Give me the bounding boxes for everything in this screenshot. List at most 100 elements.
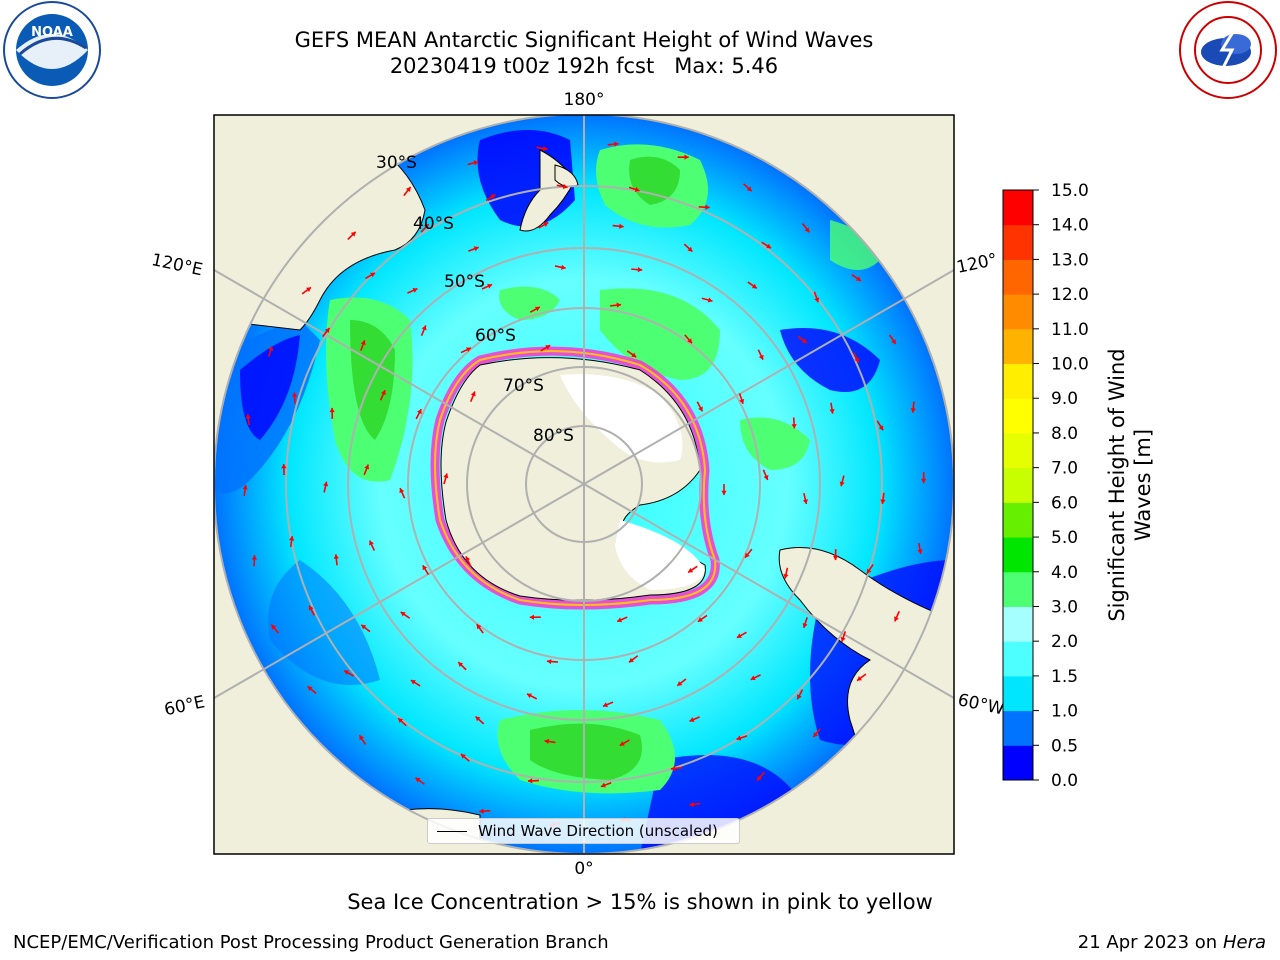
wave-arrow-head [617,617,623,623]
noaa-logo-text: NOAA [31,25,73,40]
wave-arrow-head [614,141,619,147]
wave-arrow-head [412,287,418,293]
wave-arrow-head [529,614,535,620]
wave-arrow-head [684,154,689,160]
wave-arrow-head [671,765,676,772]
wave-arrow-head [855,276,861,281]
wave-arrow-head [832,555,839,561]
colorbar-tick-label: 5.0 [1051,528,1078,548]
wave-arrow-head [854,357,860,363]
wave-arrow-head [399,488,405,494]
sea-ice-caption: Sea Ice Concentration > 15% is shown in … [347,890,933,914]
wave-arrow-head [891,339,896,345]
wave-arrow-head [545,345,551,350]
wave-arrow-head [242,484,248,490]
wave-arrow-head [750,675,756,681]
wave-arrow-head [473,160,479,166]
colorbar-segment [1003,710,1033,746]
wave-arrow-head [910,408,916,413]
wave-arrow-head [878,425,884,431]
wave-arrow-head [364,464,370,470]
wave-arrow-head [344,670,350,675]
colorbar-label: Significant Height of Wind Waves [m] [1105,348,1155,622]
colorbar-segment [1003,641,1033,677]
wave-arrow-head [634,186,640,192]
wave-arrow-head [329,407,335,413]
wave-arrow-head [766,243,772,249]
lon-label-120w: 120° [955,250,999,278]
wave-arrow-head [802,499,808,504]
wave-arrow-head [466,347,471,353]
wave-arrow-head [268,346,274,351]
footer-date: 21 Apr 2023 on Hera [1078,932,1266,953]
wave-arrow-head [490,194,496,200]
wind-wave-arrows [242,141,927,828]
colorbar-tick-label: 7.0 [1051,459,1078,479]
wave-arrow-head [410,680,416,685]
wave-arrow-head [398,718,404,724]
wave-arrow-head [245,414,251,419]
wave-arrow-head [688,567,694,573]
lon-label-0: 0° [574,859,593,879]
footer-credit: NCEP/EMC/Verification Post Processing Pr… [13,932,609,953]
wave-arrow-head [281,463,287,469]
wave-arrow-head [801,338,807,343]
lon-label-60w: 60°W [956,690,1006,719]
wave-arrow-head [289,536,295,541]
colorbar: 0.0 0.5 1.0 1.5 2.0 3.0 4.0 5.0 6.0 7.0 8.0 9.0 10.0… [1002,181,1089,791]
colorbar-segment [1003,294,1033,330]
wave-arrow-head [721,490,727,495]
colorbar-tick-label: 3.0 [1051,597,1078,617]
wave-arrow-head [757,775,762,781]
colorbar-tick-label: 4.0 [1051,563,1078,583]
wave-arrow-head [894,616,899,622]
wave-arrow-head [421,325,427,331]
wave-arrow-head [307,686,313,692]
colorbar-segment [1003,259,1033,295]
colorbar-tick-label: 13.0 [1051,250,1089,270]
lat-label-30s: 30°S [376,153,417,173]
wave-arrow-head [829,408,835,414]
lat-label-70s: 70°S [503,376,544,396]
lon-label-180: 180° [564,90,605,110]
lat-label-80s: 80°S [533,426,574,446]
nws-logo [1179,1,1277,99]
wave-arrow-head [487,283,493,289]
wave-arrow-head [470,391,476,397]
colorbar-segment [1003,537,1033,573]
colorbar-segment [1003,398,1033,434]
wave-arrow-head [783,573,789,579]
wave-arrow-head [350,231,356,237]
wave-arrow-head [361,624,367,630]
wave-arrow-head [600,782,606,788]
colorbar-segment [1003,190,1033,226]
wave-arrow-head [689,801,695,808]
colorbar-tick-label: 10.0 [1051,355,1089,375]
lon-label-120e: 120°E [150,250,205,280]
colorbar-segment [1003,363,1033,399]
chart-subtitle: 20230419 t00z 192h fcst Max: 5.46 [389,54,779,78]
wave-arrow-head [917,549,923,554]
wave-arrow-head [458,662,464,667]
wave-arrow-head [628,657,634,663]
colorbar-segment [1003,675,1033,712]
lat-label-40s: 40°S [413,214,454,234]
wave-arrow-head [677,681,683,686]
wave-arrow-head [602,702,608,708]
wave-arrow-head [543,222,549,227]
wave-arrow-head [479,808,484,814]
wave-arrow-head [619,741,625,746]
wave-arrow-head [687,246,693,252]
wave-arrow-head [921,478,927,484]
colorbar-tick-label: 14.0 [1051,216,1089,236]
wave-arrow-head [745,552,750,558]
graticule [214,115,954,854]
legend-line-swatch [437,831,467,832]
wave-arrow-head [707,297,713,303]
colorbar-tick-label: 11.0 [1051,320,1089,340]
wave-arrow-head [460,754,466,759]
wave-arrow-head [687,338,693,344]
footer-host: Hera [1222,932,1266,953]
wave-arrow-head [562,183,568,190]
